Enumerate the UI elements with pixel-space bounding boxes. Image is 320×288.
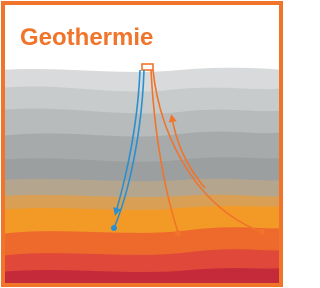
card-title: Geothermie xyxy=(20,24,153,51)
wellhead xyxy=(142,64,153,70)
production-point xyxy=(259,229,265,235)
production-point xyxy=(175,230,181,236)
page: Geothermie (() => { const data = JSON.pa… xyxy=(0,0,284,288)
geothermie-card: Geothermie xyxy=(0,0,284,288)
injection-point xyxy=(111,225,117,231)
